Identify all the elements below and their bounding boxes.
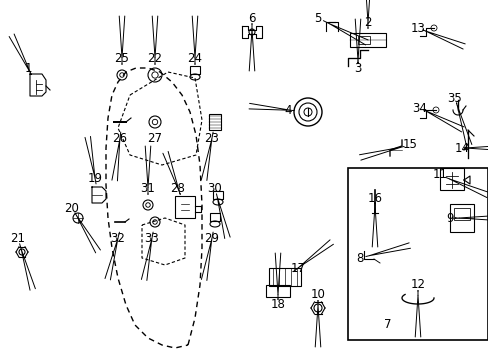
Text: 16: 16 <box>367 192 382 204</box>
Text: 29: 29 <box>204 231 219 244</box>
Text: 6: 6 <box>248 12 255 24</box>
Text: 10: 10 <box>310 288 325 302</box>
Text: 8: 8 <box>356 252 363 265</box>
Text: 35: 35 <box>447 91 462 104</box>
Text: 27: 27 <box>147 131 162 144</box>
Text: 22: 22 <box>147 51 162 64</box>
Bar <box>190 66 200 74</box>
Bar <box>347 168 487 340</box>
Bar <box>439 168 463 190</box>
Text: 3: 3 <box>354 62 361 75</box>
Text: 19: 19 <box>87 171 102 184</box>
Bar <box>449 204 473 232</box>
Text: 18: 18 <box>270 298 285 311</box>
Text: 7: 7 <box>384 319 391 332</box>
Bar <box>209 213 220 221</box>
Text: 31: 31 <box>140 181 155 194</box>
Text: 12: 12 <box>409 279 425 292</box>
Text: 11: 11 <box>431 168 447 181</box>
Text: 26: 26 <box>112 131 127 144</box>
Text: 25: 25 <box>114 51 129 64</box>
Text: 33: 33 <box>144 231 159 244</box>
Text: 15: 15 <box>402 139 417 152</box>
Bar <box>349 33 385 47</box>
Text: 20: 20 <box>64 202 79 215</box>
Text: 28: 28 <box>170 181 185 194</box>
Bar <box>453 208 469 220</box>
Text: 2: 2 <box>364 15 371 28</box>
Text: 5: 5 <box>314 12 321 24</box>
Bar <box>357 36 369 44</box>
Text: 23: 23 <box>204 131 219 144</box>
Text: 21: 21 <box>10 231 25 244</box>
Text: 9: 9 <box>446 211 453 225</box>
Text: 30: 30 <box>207 181 222 194</box>
Text: 34: 34 <box>412 102 427 114</box>
Text: 32: 32 <box>110 231 125 244</box>
Text: 13: 13 <box>410 22 425 35</box>
Text: 17: 17 <box>290 261 305 274</box>
Bar <box>208 114 221 130</box>
Text: 4: 4 <box>284 104 291 117</box>
Text: 14: 14 <box>453 141 468 154</box>
Bar <box>268 268 301 286</box>
Text: 24: 24 <box>187 51 202 64</box>
Bar <box>265 285 289 297</box>
Bar <box>175 196 195 218</box>
Text: 1: 1 <box>24 62 32 75</box>
Bar <box>213 191 223 199</box>
